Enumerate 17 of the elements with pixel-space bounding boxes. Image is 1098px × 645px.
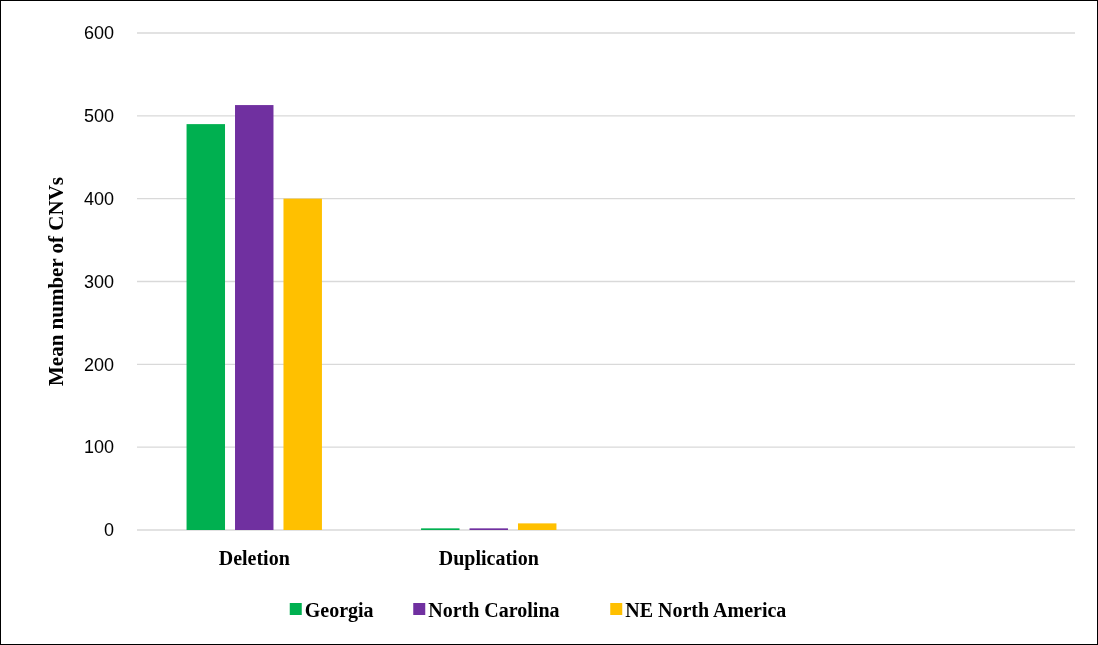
legend-label: Georgia — [304, 599, 374, 622]
y-tick-label: 500 — [83, 106, 114, 127]
y-tick-label: 100 — [83, 437, 114, 458]
y-tick-label: 200 — [83, 354, 114, 375]
x-tick-label: Deletion — [218, 547, 290, 569]
bar — [517, 523, 557, 530]
bar — [186, 124, 226, 530]
bar — [283, 198, 322, 530]
y-tick-label: 400 — [83, 188, 114, 209]
bar — [235, 105, 274, 530]
legend-label: NE North America — [625, 599, 787, 621]
y-tick-label: 300 — [83, 271, 114, 292]
legend-label: North Carolina — [428, 599, 560, 621]
x-tick-label: Duplication — [438, 547, 539, 570]
y-tick-label: 600 — [83, 23, 114, 44]
y-tick-label: 0 — [103, 520, 114, 541]
y-axis-title: Mean number of CNVs — [44, 176, 68, 387]
